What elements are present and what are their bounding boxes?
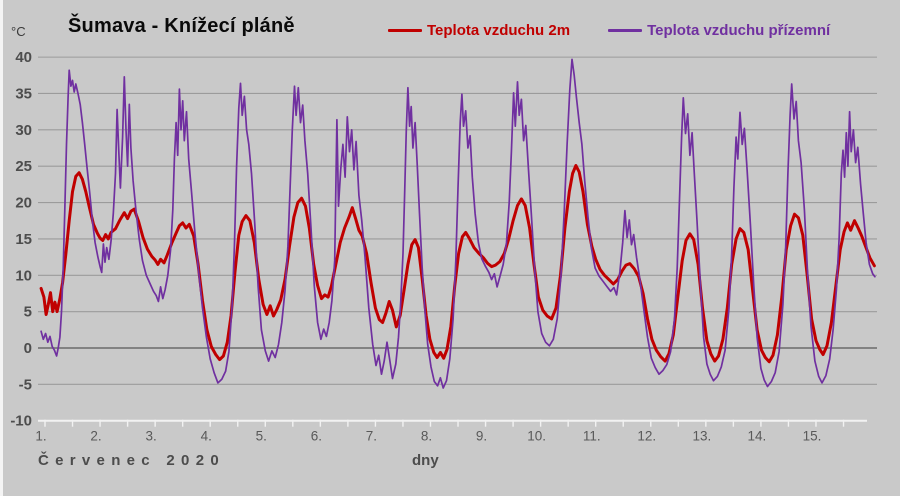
x-tick-label: 8.: [421, 429, 432, 444]
x-tick-label: 15.: [803, 429, 822, 444]
x-tick-label: 1.: [35, 429, 46, 444]
y-tick-label: 20: [15, 195, 32, 212]
y-tick-label: -10: [10, 413, 32, 430]
series-line-1: [40, 58, 876, 389]
y-tick-label: 10: [15, 267, 32, 284]
x-tick-label: 13.: [692, 429, 711, 444]
x-axis-month-label: Červenec 2020: [38, 452, 225, 469]
x-tick-label: 11.: [583, 429, 601, 444]
x-tick-label: 2.: [90, 429, 101, 444]
y-axis-unit-label: °C: [11, 24, 26, 39]
legend-label: Teplota vzduchu přízemní: [647, 22, 831, 39]
x-tick-label: 10.: [527, 429, 546, 444]
y-tick-label: 25: [15, 158, 32, 175]
x-tick-label: 14.: [748, 429, 767, 444]
y-tick-label: 40: [15, 49, 32, 66]
legend-label: Teplota vzduchu 2m: [427, 22, 571, 39]
legend-item-air-temp-ground: Teplota vzduchu přízemní: [608, 22, 830, 39]
x-tick-label: 5.: [256, 429, 267, 444]
y-tick-label: 5: [24, 304, 32, 321]
legend-item-air-temp-2m: Teplota vzduchu 2m: [388, 22, 570, 39]
legend-line-sample-icon: [608, 29, 643, 32]
chart-legend: Teplota vzduchu 2m Teplota vzduchu příze…: [388, 22, 830, 39]
x-tick-label: 6.: [311, 429, 322, 444]
window-edge-strip: [0, 0, 3, 496]
y-tick-label: -5: [19, 376, 32, 393]
y-tick-label: 35: [15, 85, 32, 102]
x-tick-label: 4.: [201, 429, 212, 444]
x-tick-label: 9.: [476, 429, 487, 444]
x-tick-label: 12.: [637, 429, 656, 444]
x-axis-title: dny: [412, 452, 439, 469]
y-tick-label: 15: [15, 231, 32, 248]
x-tick-label: 3.: [146, 429, 157, 444]
y-tick-label: 0: [24, 340, 32, 357]
legend-line-sample-icon: [388, 29, 422, 32]
x-tick-label: 7.: [366, 429, 377, 444]
series-line-0: [39, 164, 876, 364]
chart-title: Šumava - Knížecí pláně: [68, 15, 295, 37]
y-tick-label: 30: [15, 122, 32, 139]
